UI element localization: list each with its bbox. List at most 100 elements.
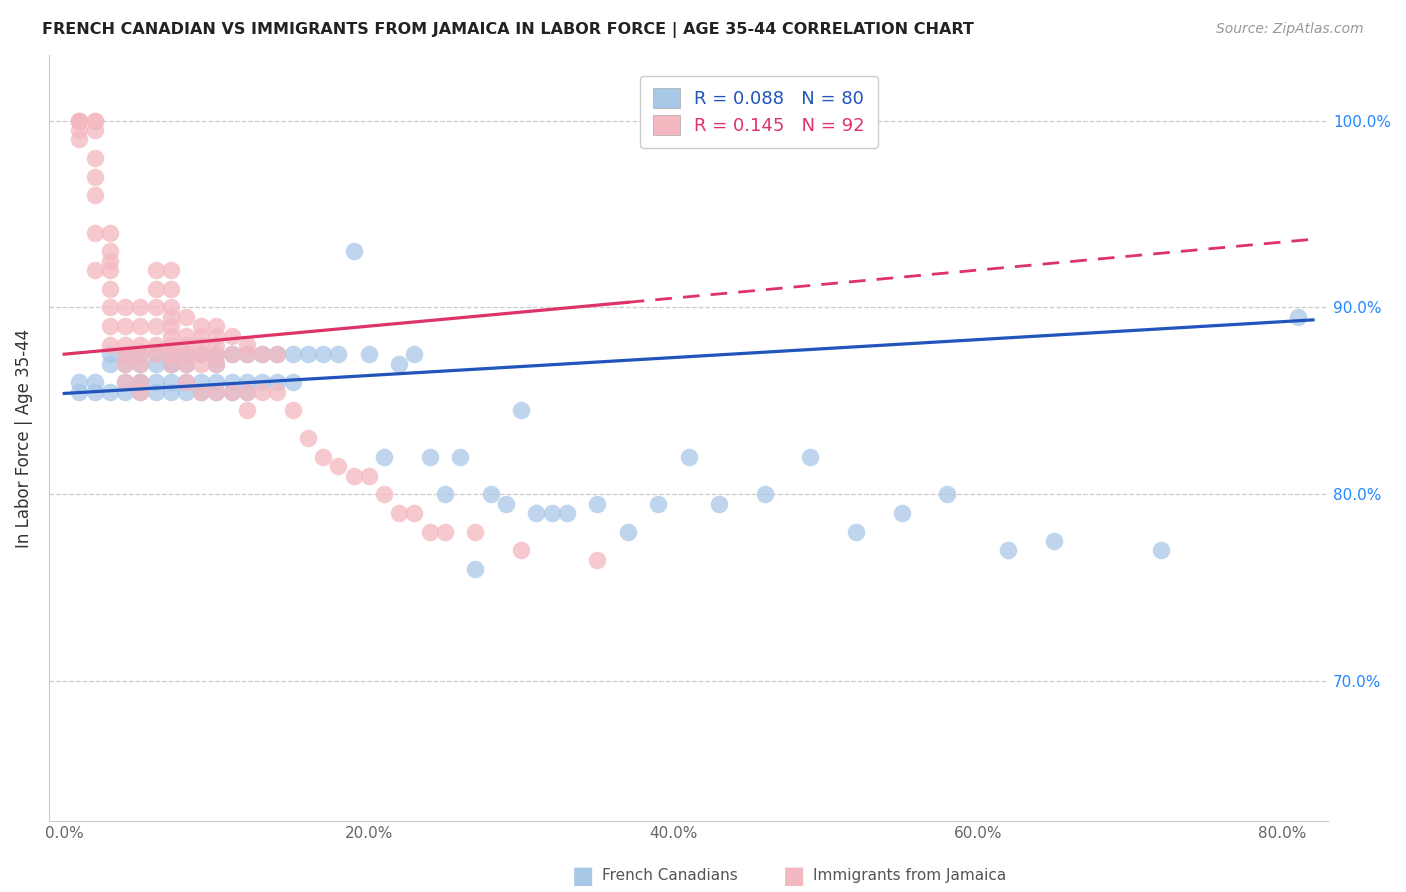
Point [357, 468, 380, 483]
Point [129, 376, 152, 390]
Point [83, 226, 105, 240]
Point [555, 506, 578, 520]
Point [449, 450, 471, 464]
Point [159, 376, 181, 390]
Point [1149, 543, 1171, 558]
Point [174, 328, 197, 343]
Point [67, 132, 90, 146]
Point [114, 357, 136, 371]
Point [236, 384, 259, 399]
Point [129, 301, 152, 315]
Point [190, 347, 212, 361]
Point [145, 347, 167, 361]
Point [250, 347, 273, 361]
Point [433, 487, 456, 501]
Point [159, 357, 181, 371]
Point [159, 263, 181, 277]
Point [524, 506, 547, 520]
Point [174, 376, 197, 390]
Point [98, 319, 121, 334]
Point [129, 347, 152, 361]
Point [266, 347, 288, 361]
Point [98, 226, 121, 240]
Point [114, 347, 136, 361]
Point [236, 338, 259, 352]
Point [754, 487, 776, 501]
Point [404, 506, 426, 520]
Point [174, 357, 197, 371]
Point [297, 431, 319, 445]
Point [250, 347, 273, 361]
Point [190, 347, 212, 361]
Point [281, 403, 304, 417]
Point [1286, 310, 1309, 324]
Point [145, 376, 167, 390]
Point [145, 347, 167, 361]
Point [174, 357, 197, 371]
Point [145, 263, 167, 277]
Point [205, 357, 228, 371]
Point [159, 384, 181, 399]
Point [616, 524, 638, 539]
Point [586, 497, 609, 511]
Point [83, 123, 105, 137]
Point [221, 347, 243, 361]
Point [83, 376, 105, 390]
Point [190, 338, 212, 352]
Point [312, 347, 335, 361]
Point [464, 562, 486, 576]
Point [129, 376, 152, 390]
Point [145, 319, 167, 334]
Point [540, 506, 562, 520]
Point [174, 347, 197, 361]
Point [266, 384, 288, 399]
Point [83, 113, 105, 128]
Point [114, 347, 136, 361]
Point [845, 524, 868, 539]
Point [236, 403, 259, 417]
Point [159, 347, 181, 361]
Point [236, 384, 259, 399]
Point [145, 338, 167, 352]
Point [205, 347, 228, 361]
Point [159, 357, 181, 371]
Point [205, 357, 228, 371]
Point [129, 376, 152, 390]
Point [357, 347, 380, 361]
Point [98, 263, 121, 277]
Legend: R = 0.088   N = 80, R = 0.145   N = 92: R = 0.088 N = 80, R = 0.145 N = 92 [640, 76, 877, 148]
Text: ■: ■ [572, 864, 595, 888]
Point [159, 328, 181, 343]
Point [98, 338, 121, 352]
Point [190, 384, 212, 399]
Point [159, 347, 181, 361]
Point [83, 113, 105, 128]
Y-axis label: In Labor Force | Age 35-44: In Labor Force | Age 35-44 [15, 329, 32, 548]
Point [159, 301, 181, 315]
Point [205, 338, 228, 352]
Point [221, 376, 243, 390]
Point [190, 319, 212, 334]
Point [190, 357, 212, 371]
Text: FRENCH CANADIAN VS IMMIGRANTS FROM JAMAICA IN LABOR FORCE | AGE 35-44 CORRELATIO: FRENCH CANADIAN VS IMMIGRANTS FROM JAMAI… [42, 22, 974, 38]
Point [433, 524, 456, 539]
Point [495, 497, 517, 511]
Point [250, 384, 273, 399]
Point [98, 357, 121, 371]
Point [205, 347, 228, 361]
Point [647, 497, 669, 511]
Point [159, 357, 181, 371]
Point [174, 384, 197, 399]
Point [98, 282, 121, 296]
Point [328, 459, 350, 474]
Point [129, 384, 152, 399]
Point [67, 123, 90, 137]
Point [1043, 534, 1066, 549]
Point [114, 357, 136, 371]
Point [997, 543, 1019, 558]
Point [221, 328, 243, 343]
Point [67, 113, 90, 128]
Point [145, 357, 167, 371]
Point [297, 347, 319, 361]
Point [129, 347, 152, 361]
